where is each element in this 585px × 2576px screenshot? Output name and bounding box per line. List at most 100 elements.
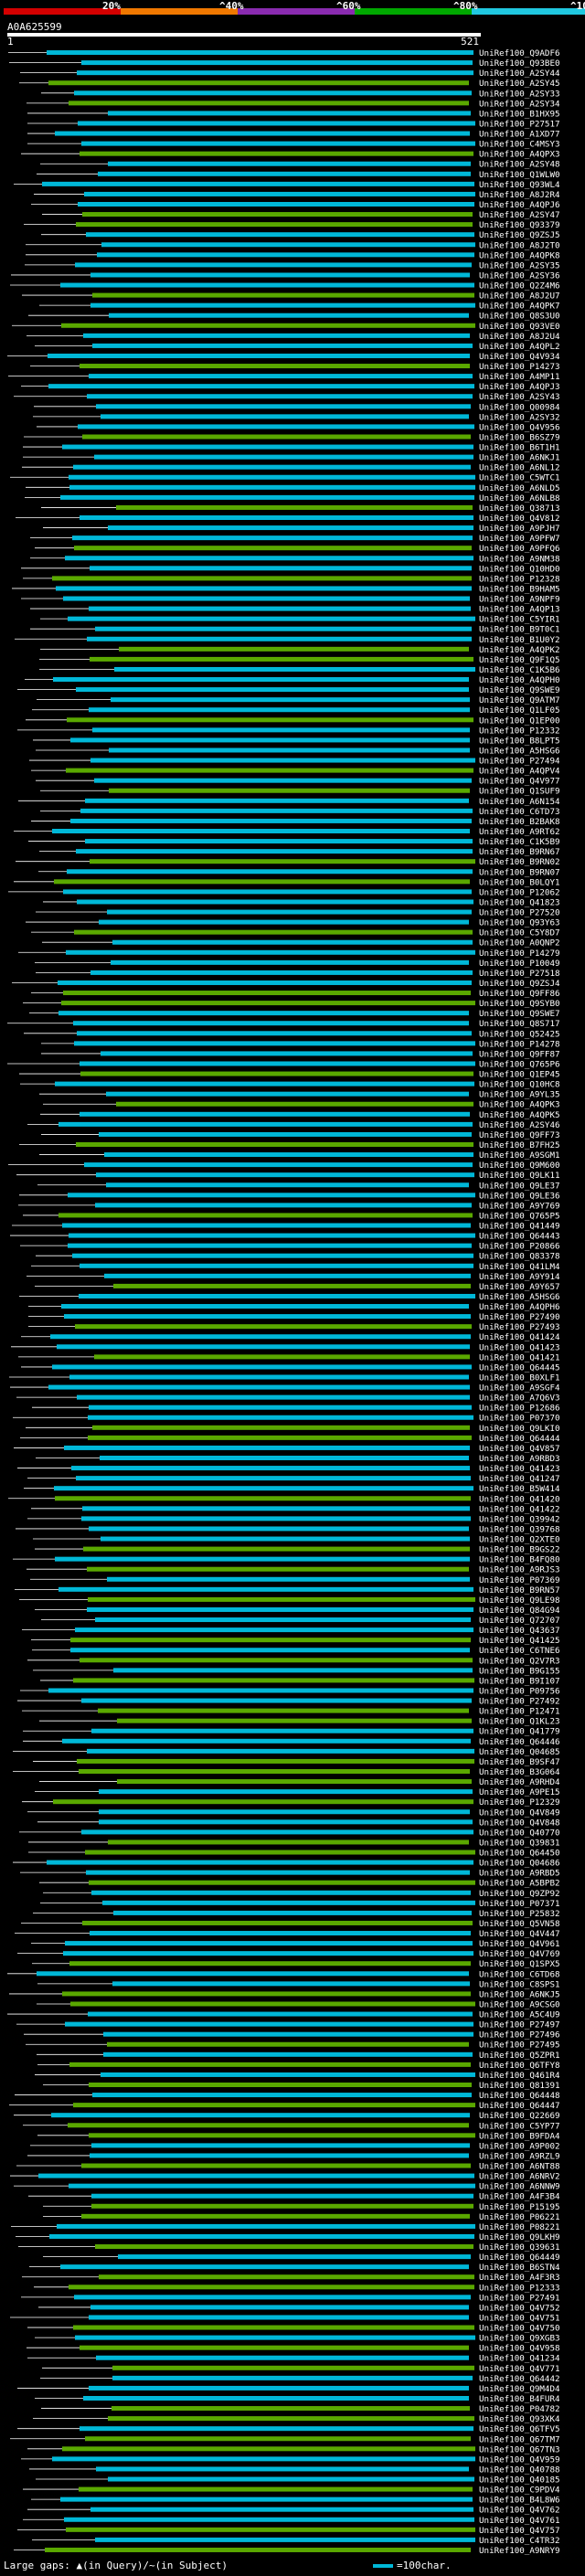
hit-bar[interactable] xyxy=(48,80,469,86)
hit-bar[interactable] xyxy=(83,1546,470,1552)
hit-label[interactable]: UniRef100_A6NLD5 xyxy=(479,483,560,493)
hit-label[interactable]: UniRef100_C5WTC1 xyxy=(479,473,560,483)
hit-label[interactable]: UniRef100_A9NPF9 xyxy=(479,595,560,605)
hit-label[interactable]: UniRef100_A2SY32 xyxy=(479,412,560,422)
hit-label[interactable]: UniRef100_B4L8W6 xyxy=(479,2496,560,2506)
hit-bar[interactable] xyxy=(86,232,474,238)
hit-bar[interactable] xyxy=(68,2123,469,2128)
hit-bar[interactable] xyxy=(53,1799,473,1805)
hit-bar[interactable] xyxy=(69,2183,475,2189)
hit-label[interactable]: UniRef100_C4TR32 xyxy=(479,2536,560,2546)
hit-label[interactable]: UniRef100_Q10HD0 xyxy=(479,564,560,574)
hit-label[interactable]: UniRef100_Q461R4 xyxy=(479,2071,560,2081)
hit-bar[interactable] xyxy=(114,666,475,672)
hit-label[interactable]: UniRef100_Q9SWE9 xyxy=(479,685,560,695)
hit-label[interactable]: UniRef100_Q39831 xyxy=(479,1838,560,1848)
hit-bar[interactable] xyxy=(107,909,472,915)
hit-bar[interactable] xyxy=(99,1789,473,1795)
hit-label[interactable]: UniRef100_Q9ZSJ4 xyxy=(479,979,560,989)
hit-bar[interactable] xyxy=(74,1041,475,1046)
hit-bar[interactable] xyxy=(100,1456,469,1460)
hit-bar[interactable] xyxy=(73,2103,475,2108)
hit-bar[interactable] xyxy=(94,778,472,783)
hit-bar[interactable] xyxy=(80,1071,473,1076)
hit-label[interactable]: UniRef100_Q4V751 xyxy=(479,2313,560,2323)
hit-label[interactable]: UniRef100_A9PE15 xyxy=(479,1787,560,1797)
hit-label[interactable]: UniRef100_A2SY47 xyxy=(479,210,560,220)
hit-label[interactable]: UniRef100_A9RBD3 xyxy=(479,1454,560,1464)
hit-label[interactable]: UniRef100_A4QPJ3 xyxy=(479,382,560,392)
hit-bar[interactable] xyxy=(81,1829,473,1835)
hit-label[interactable]: UniRef100_A9YL35 xyxy=(479,1090,560,1100)
hit-bar[interactable] xyxy=(108,111,471,116)
hit-bar[interactable] xyxy=(75,1324,472,1330)
hit-label[interactable]: UniRef100_P27490 xyxy=(479,1312,560,1322)
hit-label[interactable]: UniRef100_P27493 xyxy=(479,1322,560,1332)
hit-label[interactable]: UniRef100_P27518 xyxy=(479,969,560,979)
hit-bar[interactable] xyxy=(99,919,469,925)
hit-bar[interactable] xyxy=(76,687,469,693)
hit-bar[interactable] xyxy=(75,262,472,268)
hit-label[interactable]: UniRef100_A8J2T0 xyxy=(479,240,560,250)
hit-label[interactable]: UniRef100_Q93BE0 xyxy=(479,58,560,69)
hit-bar[interactable] xyxy=(80,2345,469,2350)
hit-label[interactable]: UniRef100_Q40788 xyxy=(479,2465,560,2475)
hit-label[interactable]: UniRef100_Q1WLW0 xyxy=(479,170,560,180)
hit-bar[interactable] xyxy=(102,1900,475,1905)
hit-label[interactable]: UniRef100_A4QPK3 xyxy=(479,1100,560,1110)
hit-bar[interactable] xyxy=(113,1910,472,1915)
hit-bar[interactable] xyxy=(66,2527,475,2532)
hit-label[interactable]: UniRef100_C9PDV4 xyxy=(479,2486,560,2496)
hit-bar[interactable] xyxy=(79,1769,470,1774)
hit-label[interactable]: UniRef100_A9RJS3 xyxy=(479,1565,560,1575)
hit-label[interactable]: UniRef100_P10049 xyxy=(479,959,560,969)
hit-bar[interactable] xyxy=(87,1566,469,1572)
hit-label[interactable]: UniRef100_P27496 xyxy=(479,2030,560,2041)
hit-label[interactable]: UniRef100_Q4V959 xyxy=(479,2454,560,2465)
hit-label[interactable]: UniRef100_A9SGF4 xyxy=(479,1383,560,1394)
hit-bar[interactable] xyxy=(64,2517,474,2522)
hit-bar[interactable] xyxy=(79,2486,473,2492)
hit-label[interactable]: UniRef100_P20866 xyxy=(479,1242,560,1252)
hit-label[interactable]: UniRef100_B6STN4 xyxy=(479,2263,560,2273)
hit-label[interactable]: UniRef100_A9Y657 xyxy=(479,1282,560,1292)
hit-label[interactable]: UniRef100_Q64449 xyxy=(479,2253,560,2263)
hit-bar[interactable] xyxy=(83,2396,469,2401)
hit-bar[interactable] xyxy=(96,2355,469,2360)
hit-bar[interactable] xyxy=(54,1486,473,1491)
hit-bar[interactable] xyxy=(90,272,470,278)
hit-bar[interactable] xyxy=(88,1596,475,1602)
hit-label[interactable]: UniRef100_P27520 xyxy=(479,908,560,918)
hit-label[interactable]: UniRef100_P07371 xyxy=(479,1899,560,1909)
hit-bar[interactable] xyxy=(72,1253,473,1258)
hit-bar[interactable] xyxy=(77,899,473,905)
hit-label[interactable]: UniRef100_P14279 xyxy=(479,949,560,959)
hit-bar[interactable] xyxy=(98,171,471,176)
hit-bar[interactable] xyxy=(61,323,475,328)
hit-label[interactable]: UniRef100_A6NNW9 xyxy=(479,2182,560,2192)
hit-bar[interactable] xyxy=(55,1081,474,1087)
hit-label[interactable]: UniRef100_A9SGM1 xyxy=(479,1150,560,1161)
hit-label[interactable]: UniRef100_Q67TM7 xyxy=(479,2434,560,2444)
hit-label[interactable]: UniRef100_A4QPK8 xyxy=(479,250,560,260)
hit-label[interactable]: UniRef100_Q4V848 xyxy=(479,1818,560,1828)
hit-bar[interactable] xyxy=(82,434,471,440)
hit-bar[interactable] xyxy=(55,1556,470,1562)
hit-label[interactable]: UniRef100_A4QP13 xyxy=(479,605,560,615)
hit-label[interactable]: UniRef100_A9CSG0 xyxy=(479,1999,560,2009)
hit-bar[interactable] xyxy=(60,2496,473,2502)
hit-bar[interactable] xyxy=(117,1718,472,1723)
hit-bar[interactable] xyxy=(76,1476,471,1481)
hit-bar[interactable] xyxy=(80,808,473,813)
hit-bar[interactable] xyxy=(91,2143,470,2148)
hit-bar[interactable] xyxy=(92,343,473,348)
hit-bar[interactable] xyxy=(101,1536,470,1542)
hit-bar[interactable] xyxy=(81,2163,471,2168)
hit-bar[interactable] xyxy=(67,869,473,875)
hit-label[interactable]: UniRef100_B1U0Y2 xyxy=(479,635,560,645)
hit-label[interactable]: UniRef100_Q41234 xyxy=(479,2354,560,2364)
hit-label[interactable]: UniRef100_Q4V961 xyxy=(479,1939,560,1949)
hit-label[interactable]: UniRef100_Q6TFV5 xyxy=(479,2424,560,2434)
hit-bar[interactable] xyxy=(78,121,475,126)
hit-label[interactable]: UniRef100_Q2XTE0 xyxy=(479,1535,560,1545)
